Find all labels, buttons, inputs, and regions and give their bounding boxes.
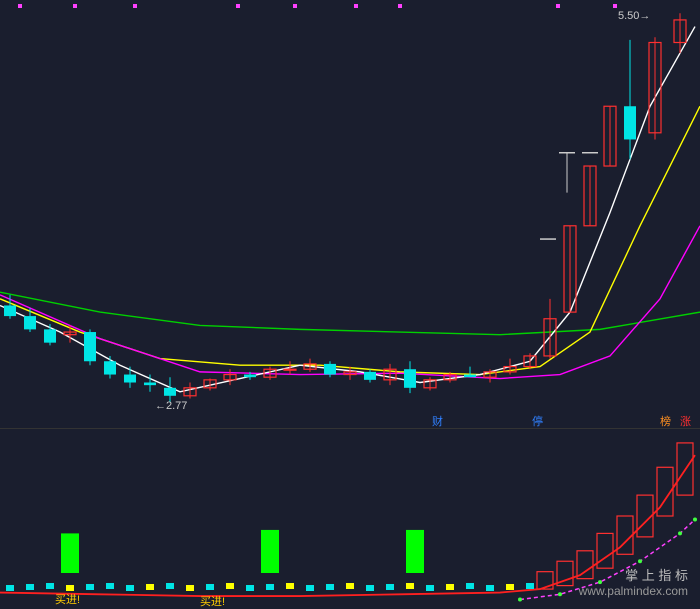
sub-indicator-panel[interactable]: 买进!买进! 掌 上 指 标 www.palmindex.com <box>0 428 700 602</box>
marker-涨: 涨 <box>680 413 691 429</box>
main-candlestick-panel[interactable]: 5.50→←2.77财停榜涨 <box>0 0 700 425</box>
price-high-label: 5.50→ <box>618 10 650 22</box>
watermark: 掌 上 指 标 www.palmindex.com <box>579 565 688 598</box>
marker-停: 停 <box>532 413 543 429</box>
watermark-title: 掌 上 指 标 <box>579 565 688 584</box>
watermark-url: www.palmindex.com <box>579 584 688 598</box>
price-low-label: ←2.77 <box>155 400 187 412</box>
marker-榜: 榜 <box>660 413 671 429</box>
buy-signal-label: 买进! <box>55 591 80 607</box>
main-chart-svg <box>0 0 700 425</box>
marker-财: 财 <box>432 413 443 429</box>
chart-container: 5.50→ ←2.77 财 停 榜涨 买进!买进! 掌 上 指 标 www.palmin… <box>0 0 700 602</box>
buy-signal-label: 买进! <box>200 593 225 609</box>
